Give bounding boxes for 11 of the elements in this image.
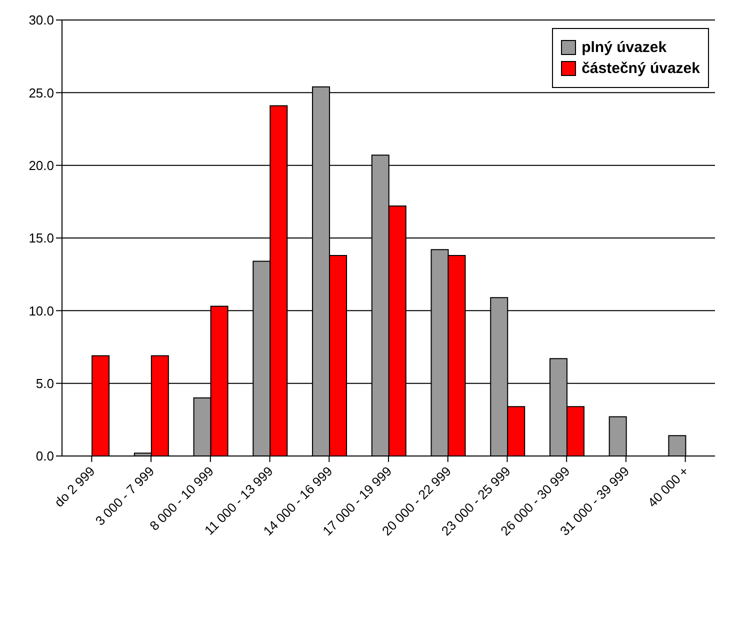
y-tick-label: 0.0: [36, 448, 54, 464]
y-tick-label: 10.0: [28, 303, 54, 318]
x-tick-label: do 2 999: [51, 464, 98, 510]
y-tick-label: 20.0: [28, 158, 54, 173]
x-tick-label: 40 000 +: [644, 464, 692, 510]
legend-label: plný úvazek: [582, 39, 667, 56]
y-tick-label: 25.0: [28, 85, 54, 100]
y-tick-label: 30.0: [28, 12, 54, 28]
y-tick-label: 15.0: [28, 230, 54, 246]
legend-label: částečný úvazek: [582, 60, 700, 77]
y-tick-label: 5.0: [36, 376, 54, 391]
